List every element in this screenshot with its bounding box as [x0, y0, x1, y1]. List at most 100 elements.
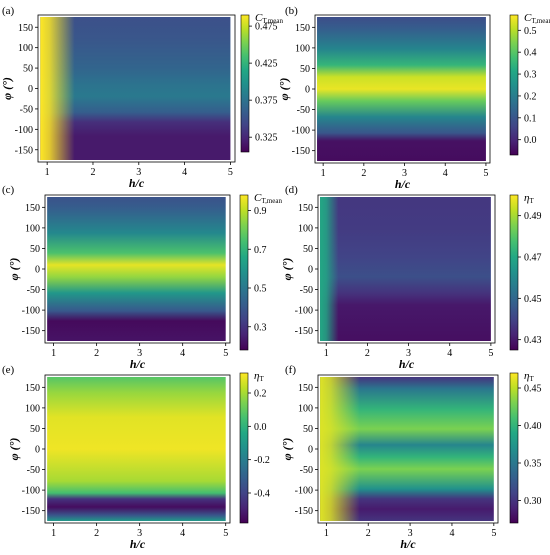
- y-tick-label: -150: [22, 326, 40, 337]
- y-axis-label: φ (°): [0, 77, 14, 100]
- y-tick-label: 0: [308, 445, 313, 456]
- x-tick-label: 2: [94, 528, 99, 539]
- colorbar: [509, 194, 519, 351]
- colorbar-tick-label: 0.2: [524, 91, 537, 102]
- colorbar-tick-label: 0.475: [255, 22, 278, 33]
- x-tick-label: 1: [51, 528, 56, 539]
- y-axis-label: φ (°): [280, 438, 294, 461]
- colorbar-tick-label: 0.0: [254, 422, 267, 433]
- y-tick-label: -150: [15, 145, 33, 156]
- y-tick-label: -100: [22, 306, 40, 317]
- x-tick-label: 5: [488, 348, 493, 359]
- x-tick-label: 2: [94, 348, 99, 359]
- colorbar-tick-label: 0.30: [524, 496, 542, 507]
- x-tick-label: 5: [228, 167, 233, 178]
- x-tick-label: 2: [90, 167, 95, 178]
- x-tick-label: 1: [51, 348, 56, 359]
- colorbar-label: ηT: [254, 370, 264, 383]
- colorbar: [240, 14, 250, 153]
- x-tick-label: 3: [137, 528, 142, 539]
- x-tick-label: 5: [491, 528, 496, 539]
- y-tick-label: -50: [297, 105, 310, 116]
- x-tick-label: 1: [324, 528, 329, 539]
- y-tick-label: -100: [292, 126, 310, 137]
- y-tick-label: 150: [298, 383, 313, 394]
- panel-label: (b): [285, 5, 298, 17]
- colorbar: [509, 372, 519, 524]
- colorbar-tick-label: 0.45: [524, 384, 542, 395]
- x-tick-label: 4: [449, 528, 454, 539]
- heatmap-field: [47, 197, 226, 341]
- x-tick-label: 4: [182, 167, 187, 178]
- panel-e: 150 100 50 0 -50 -100 -150 1 2 3 4 5 h/c φ (°) (e) 0.2 0…: [2, 364, 270, 551]
- y-tick-label: 50: [303, 424, 313, 435]
- y-tick-label: 100: [18, 43, 33, 54]
- colorbar: [239, 372, 249, 524]
- y-tick-label: 50: [300, 64, 310, 75]
- y-tick-label: -150: [295, 506, 313, 517]
- y-tick-label: 0: [308, 265, 313, 276]
- y-tick-label: 100: [298, 223, 313, 234]
- y-tick-label: 0: [35, 265, 40, 276]
- colorbar-tick-label: 0.425: [255, 59, 278, 70]
- colorbar-tick-label: 0.4: [524, 48, 537, 59]
- y-tick-label: -100: [295, 486, 313, 497]
- colorbar-tick-label: 0.2: [254, 389, 267, 400]
- colorbar-tick-label: 0.45: [524, 294, 542, 305]
- colorbar-label: ηT: [524, 192, 534, 205]
- y-tick-label: 150: [25, 203, 40, 214]
- colorbar-label: CT,mean: [524, 12, 550, 25]
- y-tick-label: 150: [298, 203, 313, 214]
- colorbar-tick-label: 0.47: [524, 253, 542, 264]
- y-tick-label: -50: [27, 285, 40, 296]
- colorbar: [239, 194, 249, 351]
- colorbar-tick-label: 0.49: [524, 211, 542, 222]
- y-tick-label: 0: [35, 445, 40, 456]
- colorbar-tick-label: 0.375: [255, 96, 278, 107]
- colorbar: [509, 14, 519, 156]
- colorbar-tick-label: 0.3: [254, 322, 267, 333]
- x-tick-label: 3: [408, 528, 413, 539]
- x-tick-label: 3: [402, 168, 407, 179]
- y-axis-label: φ (°): [280, 258, 294, 281]
- x-tick-label: 3: [137, 348, 142, 359]
- y-axis-label: φ (°): [7, 438, 21, 461]
- y-tick-label: -50: [27, 465, 40, 476]
- y-tick-label: 150: [18, 23, 33, 34]
- x-axis-label: h/c: [395, 177, 411, 191]
- y-tick-label: -150: [292, 146, 310, 157]
- colorbar-tick-label: 0.0: [524, 135, 537, 146]
- y-tick-label: -100: [295, 306, 313, 317]
- y-tick-label: 100: [25, 403, 40, 414]
- x-tick-label: 3: [406, 348, 411, 359]
- y-tick-label: 50: [23, 64, 33, 75]
- colorbar-tick-label: 0.40: [524, 421, 542, 432]
- colorbar-tick-label: 0.3: [524, 70, 537, 81]
- panel-label: (e): [2, 364, 15, 376]
- y-axis-label: φ (°): [277, 78, 291, 101]
- colorbar-tick-label: 0.325: [255, 133, 278, 144]
- x-tick-label: 2: [365, 348, 370, 359]
- colorbar-tick-label: -0.2: [254, 455, 270, 466]
- near-wall-region: [320, 377, 360, 521]
- x-axis-label: h/c: [130, 537, 146, 551]
- y-tick-label: 50: [30, 244, 40, 255]
- x-tick-label: 5: [223, 528, 228, 539]
- x-tick-label: 4: [180, 348, 185, 359]
- y-tick-label: -100: [22, 486, 40, 497]
- colorbar-label: ηT: [524, 370, 534, 383]
- x-axis-label: h/c: [129, 176, 145, 190]
- colorbar-label: CT,mean: [254, 192, 283, 205]
- y-tick-label: 50: [303, 244, 313, 255]
- y-tick-label: -50: [20, 104, 33, 115]
- x-tick-label: 1: [321, 168, 326, 179]
- x-tick-label: 2: [366, 528, 371, 539]
- colorbar-tick-label: -0.4: [254, 489, 270, 500]
- x-axis-label: h/c: [130, 357, 146, 371]
- x-axis-label: h/c: [399, 357, 415, 371]
- heatmap-field: [317, 17, 486, 161]
- x-tick-label: 4: [443, 168, 448, 179]
- panel-b: 150 100 50 0 -50 -100 -150 1 2 3 4 5 h/c φ (°) (b) 0.5 0…: [277, 5, 550, 191]
- near-wall-region: [320, 197, 339, 341]
